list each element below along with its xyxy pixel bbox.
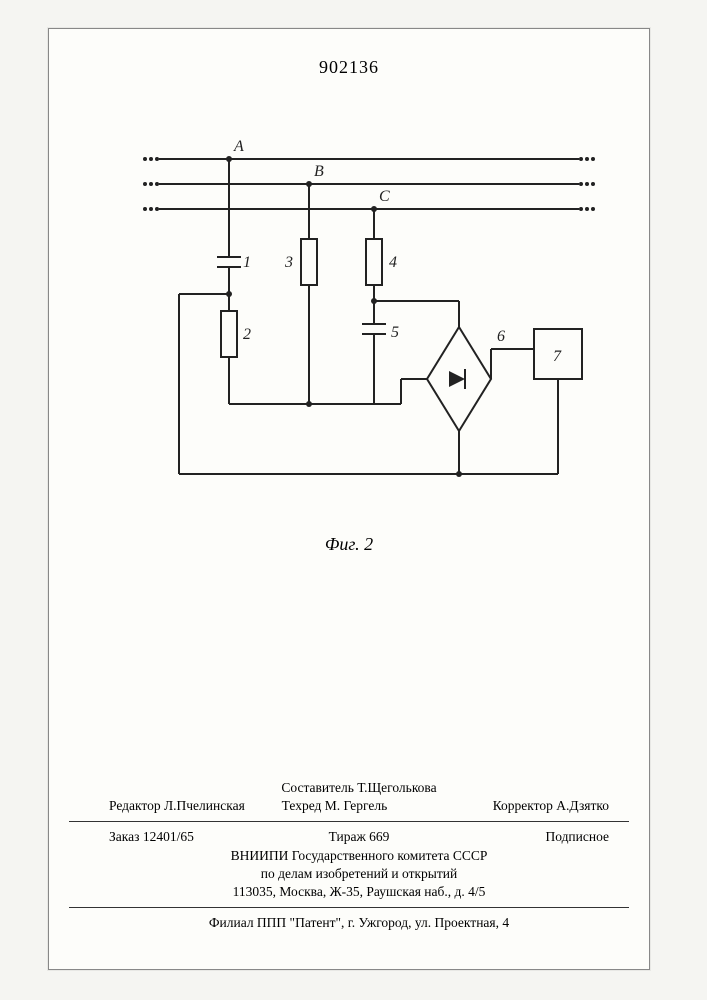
composer-name: Т.Щеголькова (357, 780, 436, 795)
corrector-name: А.Дзятко (556, 798, 609, 813)
component-label-7: 7 (553, 348, 562, 365)
phase-label-c: C (379, 188, 390, 205)
phase-label-a: A (233, 138, 244, 155)
composer-label: Составитель (281, 780, 354, 795)
tirazh-label: Тираж (329, 829, 366, 844)
figure-label: Фиг. 2 (49, 534, 649, 555)
editor-name: Л.Пчелинская (164, 798, 245, 813)
order-no: 12401/65 (143, 829, 194, 844)
component-label-1: 1 (243, 254, 251, 271)
component-label-2: 2 (243, 326, 251, 343)
org-line-2: по делам изобретений и открытий (109, 865, 609, 883)
schematic-svg: A B C 1 2 3 (139, 129, 599, 529)
circuit-schematic: A B C 1 2 3 (139, 129, 599, 529)
divider (69, 821, 629, 822)
podpisnoe: Подписное (545, 829, 609, 844)
phase-label-b: B (314, 163, 324, 180)
page-frame: 902136 (48, 28, 650, 970)
rectifier-bridge: 6 (427, 327, 505, 431)
imprint-block: Составитель Т.Щеголькова Редактор Л.Пчел… (109, 779, 609, 933)
org-line-1: ВНИИПИ Государственного комитета СССР (109, 847, 609, 865)
org-address: 113035, Москва, Ж-35, Раушская наб., д. … (109, 883, 609, 901)
corrector-label: Корректор (493, 798, 553, 813)
divider (69, 907, 629, 908)
order-label: Заказ (109, 829, 139, 844)
component-label-5: 5 (391, 324, 399, 341)
tirazh-value: 669 (369, 829, 389, 844)
component-label-6: 6 (497, 328, 505, 345)
techred-name: М. Гергель (325, 798, 388, 813)
editor-label: Редактор (109, 798, 161, 813)
component-label-4: 4 (389, 254, 397, 271)
component-label-3: 3 (284, 254, 293, 271)
branch-address: Филиал ППП "Патент", г. Ужгород, ул. Про… (109, 914, 609, 932)
publication-number: 902136 (49, 57, 649, 78)
techred-label: Техред (282, 798, 322, 813)
